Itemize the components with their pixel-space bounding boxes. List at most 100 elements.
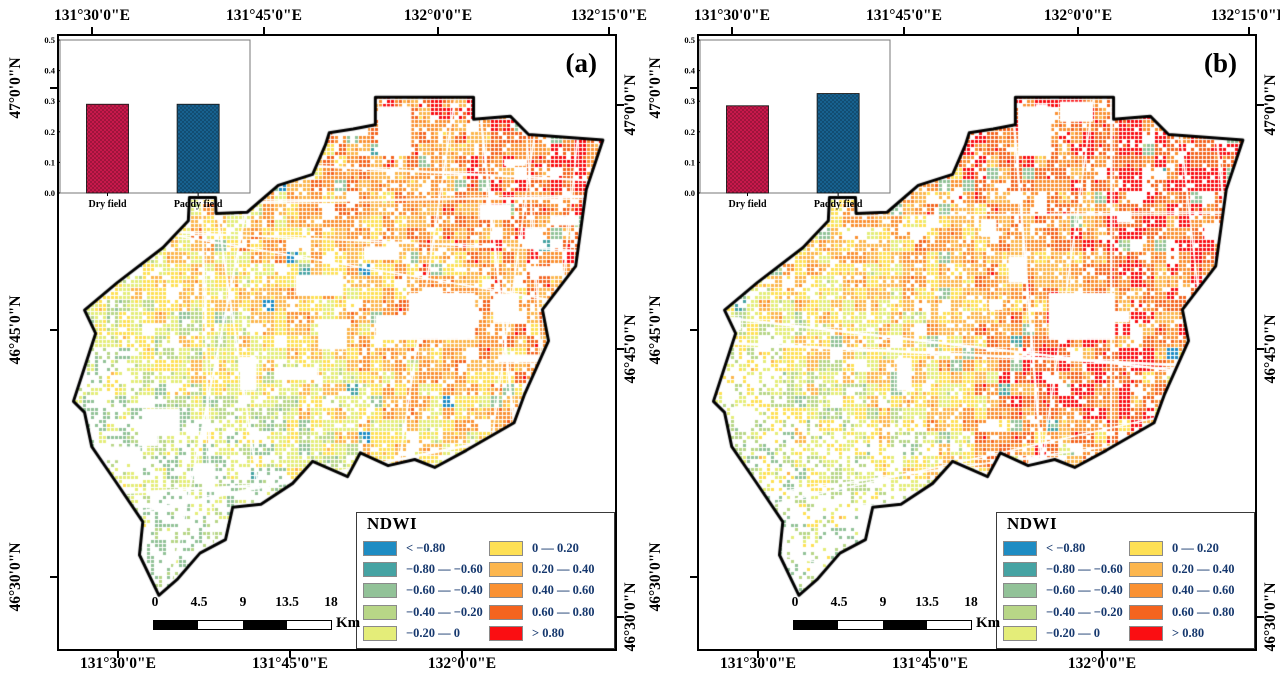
svg-text:0.5: 0.5 (44, 37, 55, 45)
ndwi-legend: NDWI < −0.80 −0.80 — −0.60 −0.60 — −0.40… (996, 512, 1255, 649)
tick-mark (608, 27, 610, 34)
legend-label: 0 — 0.20 (1172, 541, 1219, 556)
legend-row: > 0.80 (1129, 623, 1251, 644)
svg-text:0.0: 0.0 (44, 188, 55, 198)
tick-mark (289, 651, 291, 658)
legend-swatch (1003, 583, 1037, 599)
axis-label-longitude: 132°15'0"E (571, 7, 647, 24)
svg-text:0.2: 0.2 (684, 127, 695, 137)
scale-unit: Km (976, 615, 1001, 631)
axis-label-longitude: 132°0'0"E (1043, 7, 1113, 24)
tick-mark (617, 348, 624, 350)
axis-label-longitude: 131°45'0"E (892, 655, 968, 672)
legend-row: 0.20 — 0.40 (1129, 559, 1251, 580)
legend-swatch (1003, 541, 1037, 557)
legend-swatch (363, 583, 397, 599)
legend-swatch (489, 541, 523, 557)
legend-label: −0.40 — −0.20 (406, 604, 483, 619)
tick-mark (50, 576, 57, 578)
tick-mark (91, 27, 93, 34)
scale-tick-label: 0 (791, 594, 799, 609)
axis-label-longitude: 131°45'0"E (252, 655, 328, 672)
legend-row: −0.40 — −0.20 (363, 602, 485, 623)
legend-label: 0.20 — 0.40 (1172, 562, 1235, 577)
legend-row: 0 — 0.20 (489, 538, 611, 559)
legend-row: < −0.80 (1003, 538, 1125, 559)
legend-label: < −0.80 (406, 541, 446, 556)
legend-swatch (1129, 541, 1163, 557)
svg-text:0.4: 0.4 (44, 66, 55, 76)
svg-text:0.0: 0.0 (684, 188, 695, 198)
tick-mark (1077, 27, 1079, 34)
legend-label: −0.80 — −0.60 (406, 562, 483, 577)
scale-tick-label: 9 (879, 594, 887, 609)
legend-row: < −0.80 (363, 538, 485, 559)
tick-mark (437, 27, 439, 34)
legend-label: −0.20 — 0 (1046, 625, 1100, 640)
axis-label-latitude: 46°30'0"N (622, 582, 639, 652)
scale-unit: Km (336, 615, 361, 631)
axis-label-latitude: 46°45'0"N (647, 295, 664, 365)
legend-swatch (489, 583, 523, 599)
legend-swatch (1003, 562, 1037, 578)
axis-label-longitude: 131°30'0"E (694, 7, 770, 24)
svg-text:0.4: 0.4 (684, 66, 695, 76)
axis-label-latitude: 46°45'0"N (7, 295, 24, 365)
tick-mark (617, 616, 624, 618)
axis-label-longitude: 131°30'0"E (720, 655, 796, 672)
axis-label-longitude: 131°45'0"E (866, 7, 942, 24)
legend-swatch (363, 541, 397, 557)
inset-bar-chart: 0.0 0.1 0.2 0.3 0.4 0.5 Dry field Paddy field (682, 35, 894, 223)
legend-row: −0.40 — −0.20 (1003, 602, 1125, 623)
axis-label-latitude: 47°0'0"N (7, 57, 24, 119)
tick-mark (263, 27, 265, 34)
tick-mark (903, 27, 905, 34)
legend-label: −0.60 — −0.40 (1046, 583, 1123, 598)
legend-title: NDWI (1007, 514, 1058, 533)
legend-swatch (1129, 625, 1163, 641)
legend-swatch (1129, 562, 1163, 578)
axis-label-longitude: 131°45'0"E (226, 7, 302, 24)
legend-row: −0.80 — −0.60 (1003, 559, 1125, 580)
legend-swatch (1003, 604, 1037, 620)
svg-text:Paddy field: Paddy field (814, 199, 863, 210)
panel-b: 131°30'0"E 131°45'0"E 132°0'0"E 132°15'0… (640, 0, 1280, 684)
legend-grid: < −0.80 −0.80 — −0.60 −0.60 — −0.40 −0.4… (1003, 538, 1251, 644)
axis-label-longitude: 132°0'0"E (403, 7, 473, 24)
axis-label-longitude: 132°0'0"E (427, 655, 497, 672)
svg-text:Paddy field: Paddy field (174, 199, 223, 210)
tick-mark (690, 87, 697, 89)
legend-row: −0.60 — −0.40 (363, 580, 485, 601)
legend-swatch (489, 625, 523, 641)
svg-text:0.2: 0.2 (44, 127, 55, 137)
legend-title: NDWI (367, 514, 418, 533)
legend-row: > 0.80 (489, 623, 611, 644)
tick-mark (1257, 348, 1264, 350)
axis-label-latitude: 46°45'0"N (622, 314, 639, 384)
legend-label: 0.60 — 0.80 (1172, 604, 1235, 619)
tick-mark (50, 87, 57, 89)
inset-bar-chart: 0.0 0.1 0.2 0.3 0.4 0.5 Dry field Paddy field (42, 35, 254, 223)
legend-row: −0.60 — −0.40 (1003, 580, 1125, 601)
legend-swatch (1003, 625, 1037, 641)
legend-grid: < −0.80 −0.80 — −0.60 −0.60 — −0.40 −0.4… (363, 538, 611, 644)
tick-mark (929, 651, 931, 658)
legend-label: 0.40 — 0.60 (532, 583, 595, 598)
tick-mark (690, 329, 697, 331)
svg-text:0.1: 0.1 (44, 157, 55, 167)
legend-label: 0.60 — 0.80 (532, 604, 595, 619)
legend-row: 0 — 0.20 (1129, 538, 1251, 559)
legend-label: −0.20 — 0 (406, 625, 460, 640)
legend-swatch (489, 604, 523, 620)
tick-mark (690, 576, 697, 578)
tick-mark (1248, 27, 1250, 34)
axis-label-latitude: 46°30'0"N (7, 542, 24, 612)
legend-swatch (363, 604, 397, 620)
axis-label-longitude: 131°30'0"E (80, 655, 156, 672)
legend-label: −0.80 — −0.60 (1046, 562, 1123, 577)
svg-text:0.3: 0.3 (684, 96, 695, 106)
panel-label: (b) (1204, 48, 1237, 78)
axis-label-longitude: 131°30'0"E (54, 7, 130, 24)
legend-row: 0.40 — 0.60 (489, 580, 611, 601)
